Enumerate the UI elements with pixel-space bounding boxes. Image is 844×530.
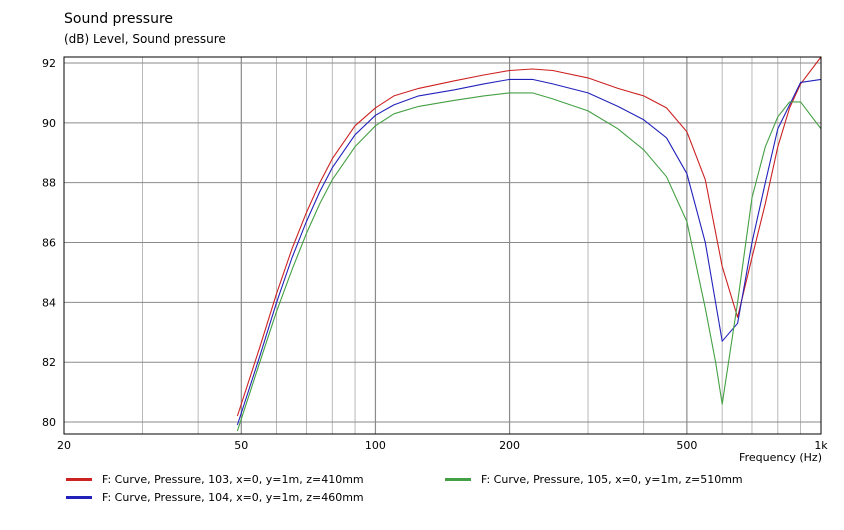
legend-item-1: F: Curve, Pressure, 104, x=0, y=1m, z=46… (66, 491, 364, 504)
chart-title: Sound pressure (64, 11, 174, 27)
x-tick-label-3: 200 (499, 439, 520, 452)
series-lines (236, 56, 822, 432)
legend-label-0: F: Curve, Pressure, 103, x=0, y=1m, z=41… (102, 473, 364, 486)
legend-item-2: F: Curve, Pressure, 105, x=0, y=1m, z=51… (445, 473, 743, 486)
legend-swatch-2 (445, 478, 471, 481)
y-tick-label-3: 86 (42, 237, 56, 250)
legend-item-0: F: Curve, Pressure, 103, x=0, y=1m, z=41… (66, 473, 364, 486)
legend-swatch-1 (66, 496, 92, 499)
x-axis-label: Frequency (Hz) (739, 451, 822, 464)
y-tick-label-2: 84 (42, 296, 56, 309)
grid (64, 57, 821, 434)
legend-label-2: F: Curve, Pressure, 105, x=0, y=1m, z=51… (481, 473, 743, 486)
y-tick-label-6: 92 (42, 57, 56, 70)
x-tick-label-4: 500 (676, 439, 697, 452)
legend-swatch-0 (66, 478, 92, 481)
x-tick-label-0: 20 (57, 439, 71, 452)
tick-labels: 20 50 100 200 500 1k 80 82 84 86 88 90 92 (42, 57, 828, 452)
y-tick-label-1: 82 (42, 356, 56, 369)
y-tick-label-0: 80 (42, 416, 56, 429)
series-line-1 (236, 78, 822, 426)
x-tick-label-1: 50 (234, 439, 248, 452)
series-line-2 (236, 92, 822, 432)
x-tick-label-5: 1k (814, 439, 828, 452)
legend-label-1: F: Curve, Pressure, 104, x=0, y=1m, z=46… (102, 491, 364, 504)
series-line-0 (236, 56, 822, 417)
plot-frame (63, 56, 822, 435)
x-tick-label-2: 100 (365, 439, 386, 452)
y-tick-label-4: 88 (42, 177, 56, 190)
y-tick-label-5: 90 (42, 117, 56, 130)
y-axis-label: (dB) Level, Sound pressure (64, 32, 226, 46)
